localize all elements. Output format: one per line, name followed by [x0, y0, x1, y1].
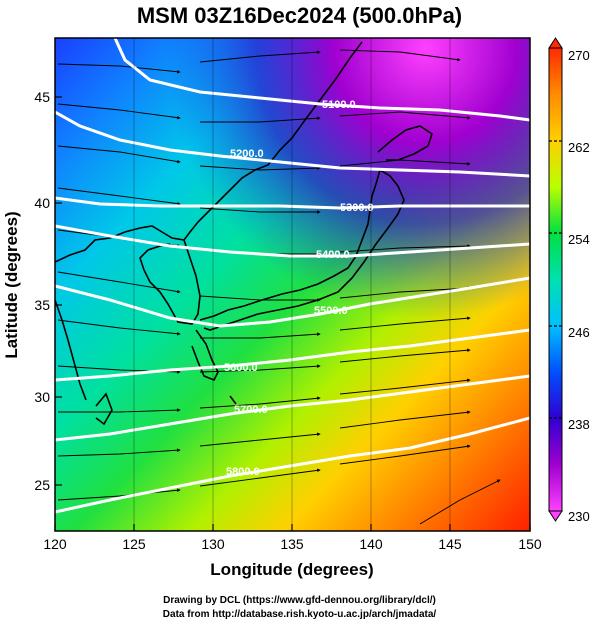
x-tick-label: 150: [518, 536, 542, 552]
x-axis-label: Longitude (degrees): [210, 560, 373, 579]
x-tick-label: 125: [122, 536, 146, 552]
colorbar-label: 270: [568, 48, 590, 63]
contour-5100: [113, 38, 530, 122]
colorbar-strip: [548, 47, 563, 512]
y-tick-label: 40: [34, 195, 50, 211]
y-tick-label: 30: [34, 389, 50, 405]
x-tick-marks: [54, 524, 531, 531]
contour-label-5400: 5400.0: [316, 249, 350, 261]
contour-label-5300: 5300.0: [340, 202, 374, 214]
contour-5300: [55, 196, 530, 210]
y-tick-label: 25: [34, 477, 50, 493]
colorbar: [548, 37, 563, 522]
contour-label-5500: 5500.0: [314, 305, 348, 317]
x-tick-label: 140: [359, 536, 383, 552]
contour-label-5600: 5600.0: [224, 362, 258, 374]
contour-label-5700: 5700.0: [234, 404, 268, 416]
plot-area: 5100.0 5200.0 5300.0 5400.0 5500.0 5600.…: [55, 38, 530, 531]
x-tick-labels: 120 125 130 135 140 145 150: [43, 536, 542, 552]
colorbar-min-arrow: [548, 510, 563, 522]
gridlines: [133, 38, 451, 531]
colorbar-max-arrow: [548, 37, 563, 49]
y-tick-label: 45: [34, 89, 50, 105]
coastline: [55, 41, 433, 426]
colorbar-ticks: [549, 140, 562, 419]
contour-5500: [55, 276, 530, 328]
x-tick-label: 120: [43, 536, 67, 552]
contour-label-5100: 5100.0: [322, 99, 356, 111]
contour-5200: [55, 110, 530, 178]
x-tick-label: 145: [438, 536, 462, 552]
page-title: MSM 03Z16Dec2024 (500.0hPa): [136, 3, 463, 28]
credit-drawing: Drawing by DCL (https://www.gfd-dennou.o…: [163, 595, 436, 606]
credit-data-source: Data from http://database.rish.kyoto-u.a…: [162, 609, 437, 620]
contour-label-5200: 5200.0: [230, 148, 264, 160]
contour-label-5800: 5800.0: [226, 466, 260, 478]
y-tick-labels: 25 30 35 40 45: [34, 89, 50, 493]
colorbar-label: 262: [568, 140, 590, 155]
colorbar-labels: 270 262 254 246 238 230: [568, 48, 590, 524]
y-tick-label: 35: [34, 297, 50, 313]
colorbar-label: 230: [568, 509, 590, 524]
colorbar-label: 238: [568, 417, 590, 432]
colorbar-label: 246: [568, 325, 590, 340]
colorbar-label: 254: [568, 232, 590, 247]
x-tick-label: 135: [280, 536, 304, 552]
y-axis-label: Latitude (degrees): [2, 211, 21, 358]
y-tick-marks: [55, 96, 62, 486]
x-tick-label: 130: [201, 536, 225, 552]
